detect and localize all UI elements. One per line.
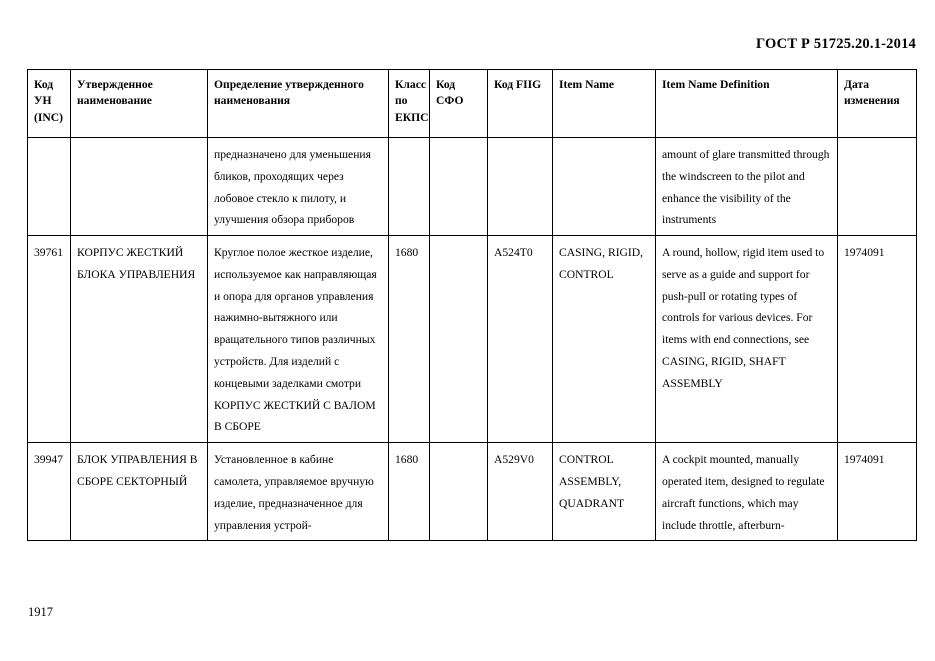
- table-header-row: Код УН (INC) Утвержденное наименование О…: [27, 69, 917, 138]
- column-header-code-un-inc: Код УН (INC): [27, 69, 71, 138]
- cell-code-un-inc: 39761: [27, 235, 71, 444]
- column-header-change-date: Дата изменения: [837, 69, 917, 138]
- cell-code-un-inc: 39947: [27, 442, 71, 542]
- cell-code-sfo: [429, 235, 488, 444]
- cell-code-un-inc: [27, 136, 71, 237]
- column-header-item-name: Item Name: [552, 69, 656, 138]
- cell-class-ekps: 1680: [388, 235, 430, 444]
- cell-item-name: CASING, RIGID, CONTROL: [552, 235, 656, 444]
- table-row: 39761 КОРПУС ЖЕСТКИЙ БЛОКА УПРАВЛЕНИЯ Кр…: [27, 235, 917, 444]
- cell-code-fiig: A529V0: [487, 442, 553, 542]
- registry-table: Код УН (INC) Утвержденное наименование О…: [27, 69, 917, 542]
- cell-code-fiig: [487, 136, 553, 237]
- cell-class-ekps: [388, 136, 430, 237]
- column-header-class-ekps: Класс по ЕКПС: [388, 69, 430, 138]
- cell-change-date: 1974091: [837, 442, 917, 542]
- cell-code-fiig: A524T0: [487, 235, 553, 444]
- table-row: 39947 БЛОК УПРАВЛЕНИЯ В СБОРЕ СЕКТОРНЫЙ …: [27, 442, 917, 542]
- column-header-approved-name: Утвержденное наименование: [70, 69, 208, 138]
- page-number: 1917: [28, 605, 53, 619]
- cell-item-name: [552, 136, 656, 237]
- cell-item-name-definition: A round, hollow, rigid item used to serv…: [655, 235, 838, 444]
- cell-definition: Установленное в кабине самолета, управля…: [207, 442, 389, 542]
- column-header-code-sfo: Код СФО: [429, 69, 488, 138]
- cell-code-sfo: [429, 442, 488, 542]
- cell-change-date: 1974091: [837, 235, 917, 444]
- cell-approved-name: КОРПУС ЖЕСТКИЙ БЛОКА УПРАВЛЕНИЯ: [70, 235, 208, 444]
- cell-item-name-definition: amount of glare transmitted through the …: [655, 136, 838, 237]
- column-header-code-fiig: Код FIIG: [487, 69, 553, 138]
- column-header-item-name-definition: Item Name Definition: [655, 69, 838, 138]
- standard-header: ГОСТ Р 51725.20.1-2014: [755, 36, 916, 52]
- cell-change-date: [837, 136, 917, 237]
- cell-code-sfo: [429, 136, 488, 237]
- cell-class-ekps: 1680: [388, 442, 430, 542]
- cell-definition: предназначено для уменьшения бликов, про…: [207, 136, 389, 237]
- cell-item-name-definition: A cockpit mounted, manually operated ite…: [655, 442, 838, 542]
- cell-definition: Круглое полое жесткое изделие, используе…: [207, 235, 389, 444]
- cell-item-name: CONTROL ASSEMBLY, QUADRANT: [552, 442, 656, 542]
- table-row: предназначено для уменьшения бликов, про…: [27, 136, 917, 237]
- cell-approved-name: [70, 136, 208, 237]
- column-header-definition: Определение утвержденного наименования: [207, 69, 389, 138]
- cell-approved-name: БЛОК УПРАВЛЕНИЯ В СБОРЕ СЕКТОРНЫЙ: [70, 442, 208, 542]
